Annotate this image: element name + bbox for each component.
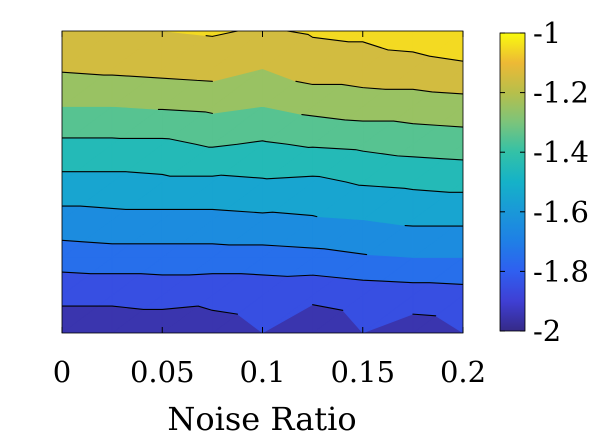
- contour-fill-patch: [412, 219, 463, 227]
- x-tick-label: 0.05: [130, 355, 195, 389]
- contour-line-level-neg1p2: [62, 71, 463, 95]
- x-axis-title: Noise Ratio: [167, 400, 356, 438]
- contour-line-level-neg1p5: [62, 171, 463, 193]
- contour-fill-patch: [262, 31, 314, 70]
- colorbar: -2 -1.8 -1.6 -1.4 -1.2 -1: [499, 16, 589, 348]
- contour-fill-patch: [161, 31, 213, 70]
- colorbar-tick-label: -1.6: [533, 195, 589, 229]
- plot-area: [61, 30, 464, 334]
- contour-lines: [62, 31, 463, 317]
- contour-line-level-neg1p6: [62, 205, 463, 227]
- x-tick-label: 0: [53, 355, 71, 389]
- contour-fills: [62, 31, 463, 333]
- colorbar-tick-label: -1.2: [533, 76, 589, 110]
- colorbar-bar: [499, 32, 526, 332]
- contour-fill-patch: [62, 31, 113, 70]
- contour-line-level-neg1p7: [62, 239, 368, 256]
- contour-line-level-neg1p1: [205, 31, 463, 62]
- colorbar-tick-label: -1.8: [533, 254, 589, 288]
- x-axis: 0 0.05 0.1 0.15 0.2: [53, 31, 486, 389]
- contour-band-neg1p1-to-neg1: [62, 31, 463, 62]
- contour-fill-patch: [212, 31, 263, 70]
- colorbar-tick-label: -1.4: [533, 135, 589, 169]
- colorbar-tick-label: -2: [533, 314, 561, 348]
- contour-line-level-neg1p3: [157, 108, 463, 128]
- colorbar-ticks: -2 -1.8 -1.6 -1.4 -1.2 -1: [500, 16, 589, 348]
- contour-line-level-neg1p4: [62, 137, 463, 161]
- x-tick-label: 0.15: [330, 355, 395, 389]
- x-tick-label: 0.1: [239, 355, 285, 389]
- contour-fill-patch: [162, 31, 213, 37]
- contour-line-level-neg1p9: [62, 304, 437, 317]
- contour-line-level-neg1p8: [62, 271, 463, 286]
- contour-fill-patch: [111, 31, 163, 70]
- colorbar-tick-label: -1: [533, 16, 561, 50]
- x-tick-label: 0.2: [440, 355, 486, 389]
